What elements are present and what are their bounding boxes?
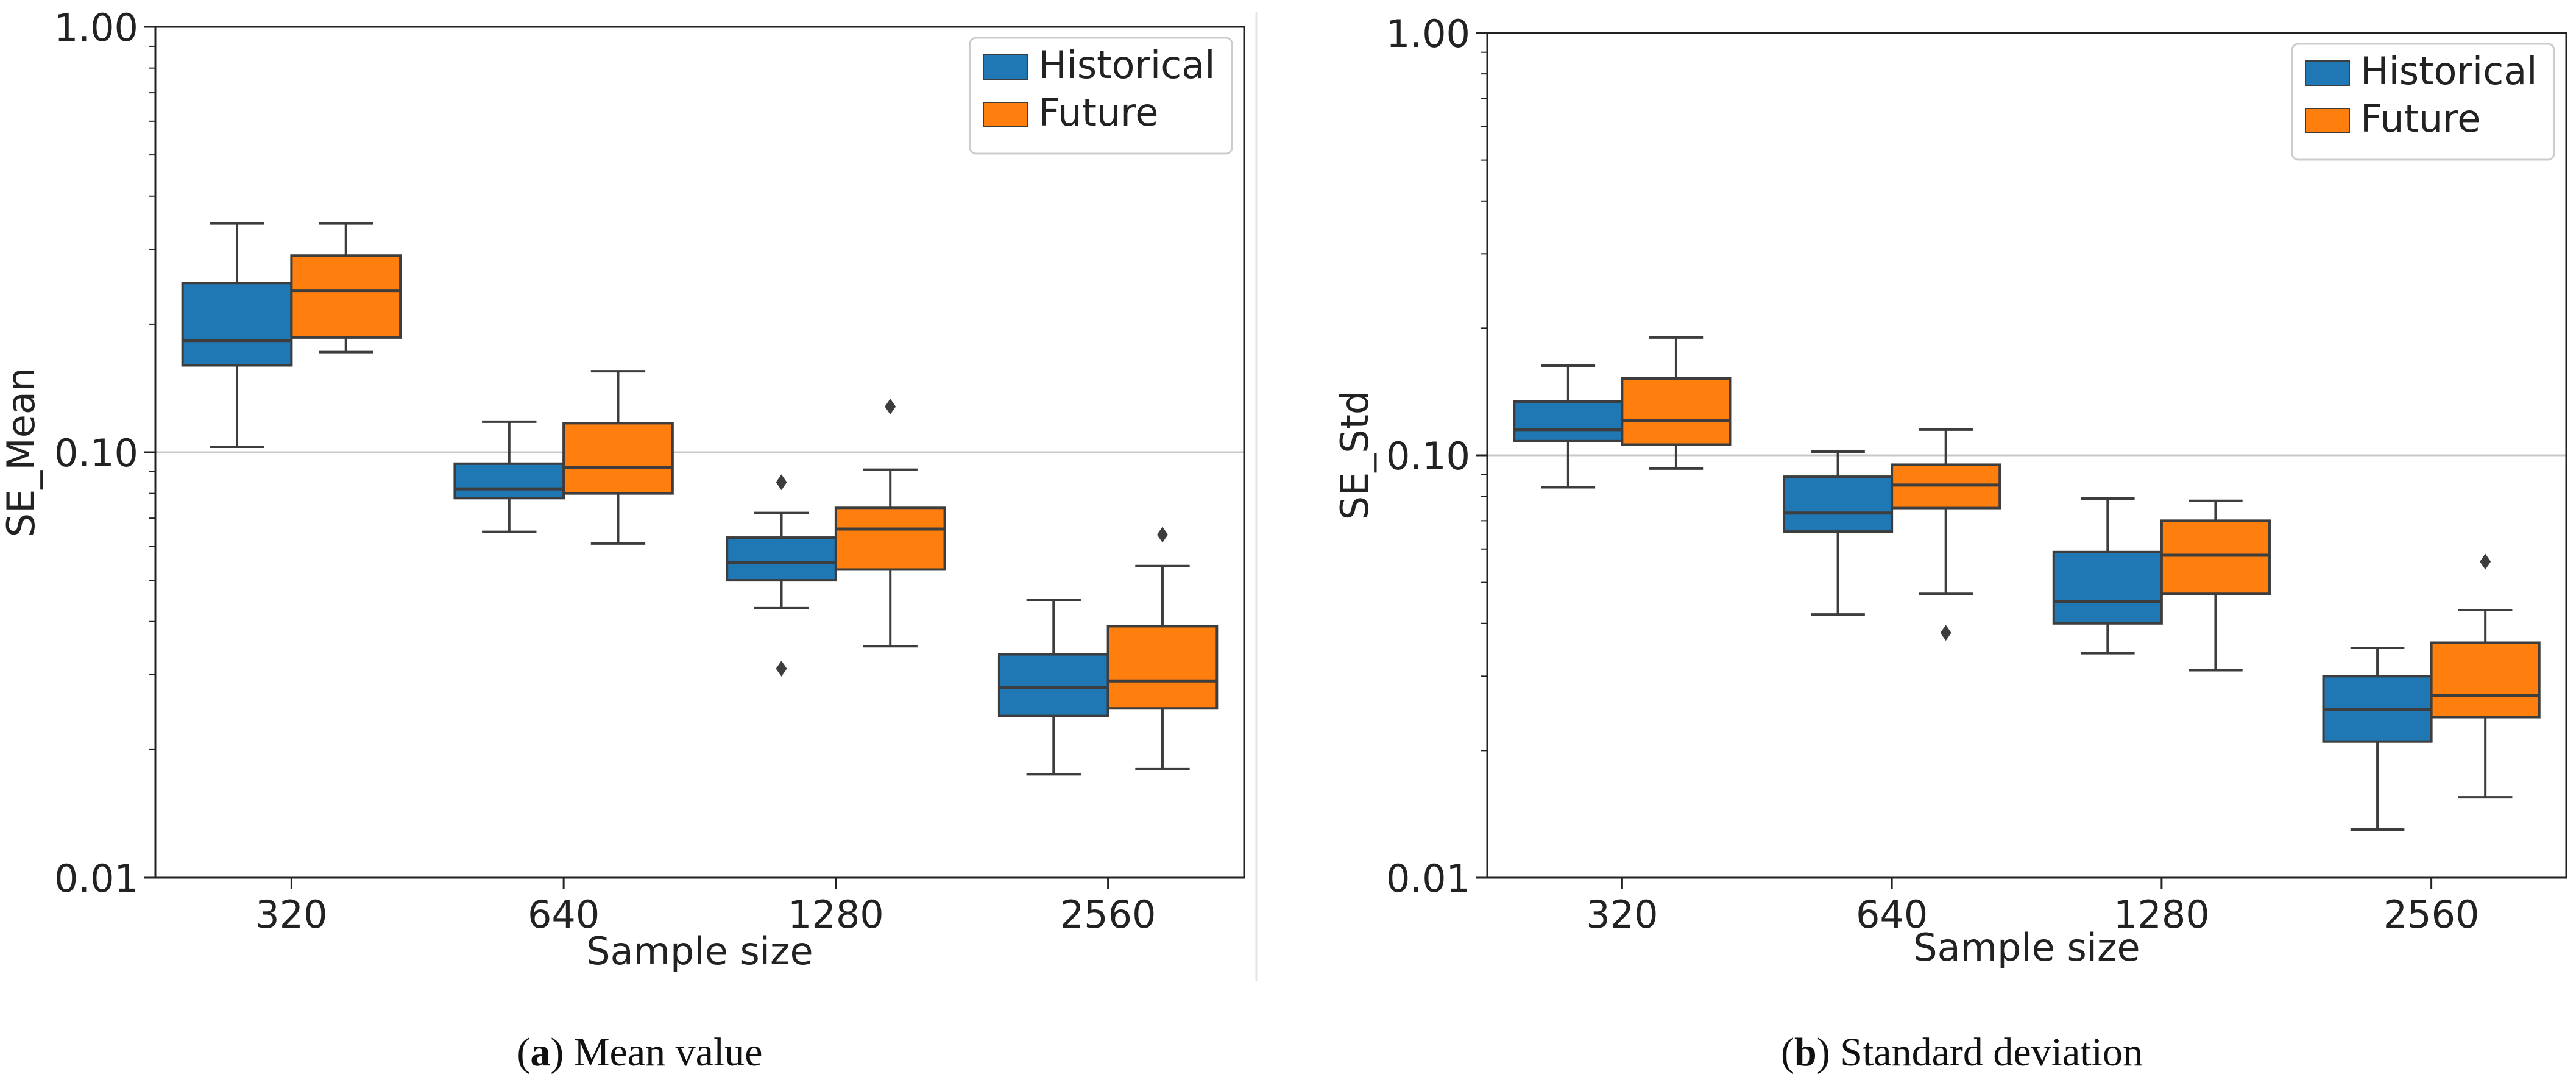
- y-axis-label: SE_Std: [1332, 391, 1377, 521]
- legend-swatch-future: [2305, 108, 2350, 133]
- x-tick-label: 320: [255, 892, 327, 937]
- box-iqr: [1513, 400, 1624, 442]
- box-iqr: [834, 506, 946, 571]
- box-future-320: [1621, 336, 1732, 470]
- box-future-2560: [2430, 553, 2541, 799]
- x-tick-label: 640: [1856, 892, 1928, 937]
- box-future-1280: [834, 399, 946, 648]
- outlier-point: [1940, 625, 1951, 641]
- x-tick-label: 640: [528, 892, 600, 937]
- legend-label-future: Future: [2360, 96, 2480, 141]
- axes-frame: [1486, 32, 2567, 879]
- box-historical-320: [181, 222, 293, 449]
- box-future-640: [562, 370, 674, 545]
- figure-caption: (b) Standard deviation: [1781, 1030, 2143, 1075]
- box-iqr: [2160, 519, 2271, 595]
- box-iqr: [726, 536, 837, 582]
- legend-swatch-historical: [983, 54, 1028, 80]
- panel-std: 0.01 0.10 1.00 320 640 1280 2560 Sample size SE_…: [1332, 12, 2567, 1075]
- box-iqr: [181, 282, 293, 367]
- legend-frame: [2291, 43, 2555, 161]
- caption-letter: a: [530, 1030, 550, 1075]
- outlier-point: [776, 661, 787, 677]
- legend-frame: [969, 37, 1233, 155]
- legend-label-historical: Historical: [1038, 43, 1215, 87]
- x-tick-label: 2560: [1060, 892, 1156, 937]
- panel-mean: 0.01 0.10 1.00 320 640 1280 2560 Sample size SE_…: [0, 5, 1245, 1075]
- y-tick-label: 0.01: [54, 856, 138, 901]
- caption-text: Standard deviation: [1840, 1030, 2143, 1075]
- outlier-point: [885, 399, 896, 415]
- legend-label-historical: Historical: [2360, 49, 2537, 93]
- outlier-point: [776, 474, 787, 491]
- box-future-2560: [1106, 527, 1219, 770]
- legend-swatch-historical: [2305, 60, 2350, 86]
- box-future-1280: [2160, 499, 2271, 672]
- box-iqr: [2430, 641, 2541, 719]
- box-historical-640: [453, 420, 565, 533]
- caption-text: Mean value: [574, 1030, 763, 1075]
- x-tick-label: 1280: [788, 892, 884, 937]
- figure-caption: (a) Mean value: [517, 1030, 762, 1075]
- legend-label-future: Future: [1038, 90, 1158, 135]
- box-future-640: [1891, 428, 2001, 641]
- x-axis-label: Sample size: [586, 929, 813, 973]
- box-iqr: [290, 254, 402, 339]
- caption-letter: b: [1794, 1030, 1817, 1075]
- box-historical-2560: [2322, 646, 2433, 831]
- y-axis-label: SE_Mean: [0, 368, 43, 537]
- box-historical-2560: [997, 599, 1109, 776]
- y-tick-label: 1.00: [1386, 12, 1470, 56]
- x-tick-label: 1280: [2114, 892, 2210, 937]
- box-iqr: [2052, 550, 2163, 625]
- x-tick-label: 320: [1586, 892, 1658, 937]
- box-historical-1280: [2052, 497, 2163, 655]
- axes-frame: [154, 26, 1245, 879]
- box-historical-320: [1513, 364, 1624, 489]
- y-tick-label: 1.00: [54, 5, 138, 50]
- x-tick-label: 2560: [2383, 892, 2480, 937]
- y-tick-label: 0.01: [1386, 856, 1470, 901]
- box-iqr: [997, 653, 1109, 717]
- y-tick-label: 0.10: [54, 431, 138, 475]
- box-iqr: [562, 422, 674, 495]
- outlier-point: [2480, 553, 2491, 570]
- outlier-point: [1156, 527, 1168, 543]
- box-iqr: [1621, 377, 1732, 446]
- x-axis-label: Sample size: [1913, 925, 2140, 970]
- box-iqr: [453, 462, 565, 500]
- box-iqr: [1783, 475, 1894, 533]
- box-historical-640: [1783, 450, 1894, 616]
- box-historical-1280: [726, 474, 837, 677]
- y-tick-label: 0.10: [1386, 434, 1470, 478]
- legend-swatch-future: [983, 102, 1028, 127]
- box-iqr: [1106, 625, 1219, 710]
- box-future-320: [290, 222, 402, 354]
